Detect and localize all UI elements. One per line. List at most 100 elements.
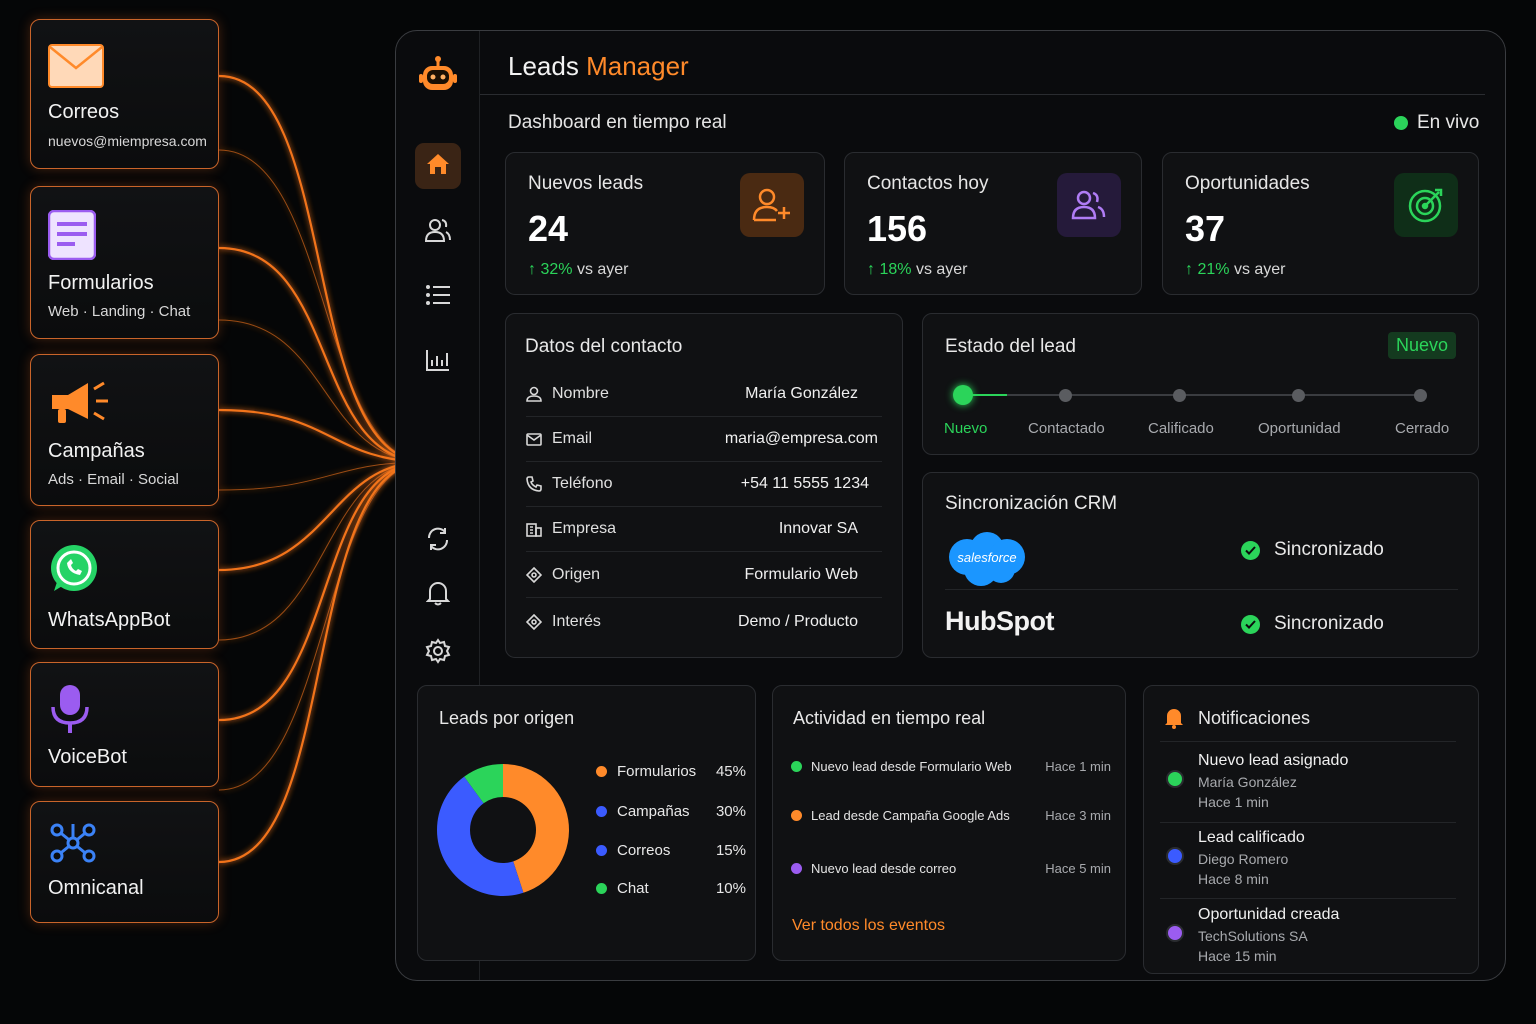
diamond-icon xyxy=(526,613,552,630)
mail-icon xyxy=(526,432,552,446)
microphone-icon xyxy=(48,683,92,740)
sidebar-item-sync[interactable] xyxy=(415,518,461,564)
source-card-formularios[interactable]: Formularios Web · Landing · Chat xyxy=(30,186,219,339)
diamond-icon xyxy=(526,567,552,583)
notification-dot xyxy=(1166,924,1184,942)
building-icon xyxy=(526,521,552,537)
check-icon xyxy=(1241,540,1260,560)
target-icon xyxy=(1394,173,1458,237)
activity-item[interactable]: Lead desde Campaña Google Ads Hace 3 min xyxy=(791,808,1111,823)
dashboard-window: Leads Manager Dashboard en tiempo real E… xyxy=(395,30,1506,981)
crm-divider xyxy=(945,589,1458,590)
sidebar-item-list[interactable] xyxy=(415,274,461,320)
status-step-dot-nuevo[interactable] xyxy=(953,385,973,405)
contact-row-email: Email maria@empresa.com xyxy=(526,417,882,462)
status-badge: Nuevo xyxy=(1387,332,1456,359)
page-title: Leads Manager xyxy=(508,51,689,82)
contact-row-name: Nombre María González xyxy=(526,372,882,417)
sync-icon xyxy=(425,526,451,557)
legend-row-chat: Chat 10% xyxy=(596,880,746,897)
contact-row-phone: Teléfono +54 11 5555 1234 xyxy=(526,462,882,507)
sidebar-item-contacts[interactable] xyxy=(415,209,461,255)
source-title: Formularios xyxy=(48,272,154,294)
view-all-events-link[interactable]: Ver todos los eventos xyxy=(792,917,945,934)
status-step-dot-cerrado[interactable] xyxy=(1414,389,1427,402)
sidebar-item-home[interactable] xyxy=(415,143,461,189)
crm-sync-panel: Sincronización CRM salesforce Sincroniza… xyxy=(922,472,1479,658)
source-title: VoiceBot xyxy=(48,746,127,768)
crm-sync-status-hubspot: Sincronizado xyxy=(1241,613,1384,635)
network-icon xyxy=(48,820,98,871)
stat-value: 24 xyxy=(528,208,569,249)
status-step-dot-contactado[interactable] xyxy=(1059,389,1072,402)
legend-dot xyxy=(596,806,607,817)
legend-row-correos: Correos 15% xyxy=(596,842,746,859)
donut-chart xyxy=(437,764,569,896)
contact-row-company: Empresa Innovar SA xyxy=(526,507,882,552)
source-card-whatsappbot[interactable]: WhatsAppBot xyxy=(30,520,219,649)
sidebar-item-reports[interactable] xyxy=(415,339,461,385)
live-label: En vivo xyxy=(1417,112,1480,133)
envelope-icon xyxy=(48,44,104,93)
crm-sync-status-salesforce: Sincronizado xyxy=(1241,539,1384,561)
svg-text:salesforce: salesforce xyxy=(957,550,1016,565)
legend-dot xyxy=(596,845,607,856)
panel-title: Datos del contacto xyxy=(525,336,683,357)
header-divider xyxy=(480,94,1485,95)
contact-row-interest: Interés Demo / Producto xyxy=(526,599,882,644)
legend-row-formularios: Formularios 45% xyxy=(596,763,746,780)
stat-delta: ↑ 32% vs ayer xyxy=(528,261,629,278)
activity-dot xyxy=(791,863,802,874)
bar-chart-icon xyxy=(425,348,451,377)
stat-title: Oportunidades xyxy=(1185,173,1310,194)
source-card-omnicanal[interactable]: Omnicanal xyxy=(30,801,219,923)
status-track xyxy=(963,394,1423,396)
source-title: Omnicanal xyxy=(48,877,144,899)
activity-panel: Actividad en tiempo real Nuevo lead desd… xyxy=(772,685,1126,961)
users-icon xyxy=(424,217,452,248)
panel-title: Notificaciones xyxy=(1198,708,1311,728)
source-title: WhatsAppBot xyxy=(48,609,171,631)
status-step-label: Nuevo xyxy=(944,420,988,437)
notification-dot xyxy=(1166,847,1184,865)
stat-title: Nuevos leads xyxy=(528,173,644,194)
stat-value: 37 xyxy=(1185,208,1226,249)
status-track-progress xyxy=(963,394,1007,396)
activity-item[interactable]: Nuevo lead desde correo Hace 5 min xyxy=(791,861,1111,876)
hubspot-logo: HubSpot xyxy=(945,606,1054,636)
status-step-dot-oportunidad[interactable] xyxy=(1292,389,1305,402)
status-step-label: Calificado xyxy=(1148,420,1214,437)
notification-dot xyxy=(1166,770,1184,788)
sidebar-item-notifications[interactable] xyxy=(415,572,461,618)
source-card-correos[interactable]: Correos nuevos@miempresa.com xyxy=(30,19,219,169)
source-subtitle: Web · Landing · Chat xyxy=(48,303,191,320)
panel-title: Estado del lead xyxy=(945,336,1076,357)
dashboard-subtitle: Dashboard en tiempo real xyxy=(508,112,727,133)
home-icon xyxy=(425,152,451,181)
source-subtitle: Ads · Email · Social xyxy=(48,471,179,488)
panel-title: Leads por origen xyxy=(439,708,575,728)
status-step-dot-calificado[interactable] xyxy=(1173,389,1186,402)
live-indicator: En vivo xyxy=(1394,112,1479,134)
salesforce-logo-icon: salesforce xyxy=(945,529,1029,594)
source-card-campanas[interactable]: Campañas Ads · Email · Social xyxy=(30,354,219,506)
donut-slice-correos xyxy=(437,776,484,830)
megaphone-icon xyxy=(48,379,112,430)
stat-card-new-leads[interactable]: Nuevos leads 24 ↑ 32% vs ayer xyxy=(505,152,825,295)
stat-card-contacts[interactable]: Contactos hoy 156 ↑ 18% vs ayer xyxy=(844,152,1142,295)
sidebar xyxy=(396,31,480,980)
sidebar-item-settings[interactable] xyxy=(415,630,461,676)
panel-title: Sincronización CRM xyxy=(945,493,1118,514)
add-user-icon xyxy=(740,173,804,237)
stat-delta: ↑ 21% vs ayer xyxy=(1185,261,1286,278)
whatsapp-icon xyxy=(48,543,100,600)
donut-slice-formularios xyxy=(503,764,569,893)
stat-card-opportunities[interactable]: Oportunidades 37 ↑ 21% vs ayer xyxy=(1162,152,1479,295)
form-icon xyxy=(47,209,97,265)
page-title-accent: Manager xyxy=(586,51,689,81)
list-icon xyxy=(425,284,451,311)
status-step-label: Contactado xyxy=(1028,420,1105,437)
source-card-voicebot[interactable]: VoiceBot xyxy=(30,662,219,787)
legend-row-campanas: Campañas 30% xyxy=(596,803,746,820)
activity-item[interactable]: Nuevo lead desde Formulario Web Hace 1 mi… xyxy=(791,759,1111,774)
